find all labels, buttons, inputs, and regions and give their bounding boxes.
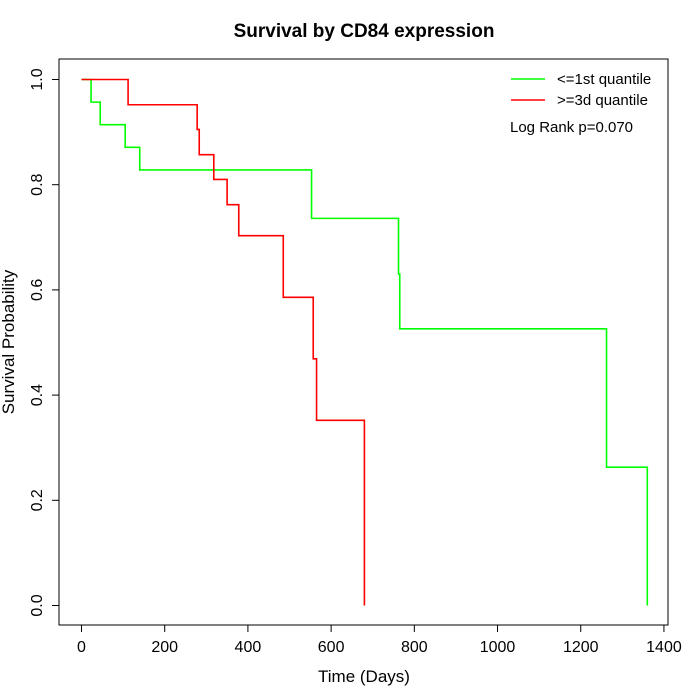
legend-label-1: <=1st quantile	[557, 71, 651, 88]
y-tick-label: 1.0	[29, 68, 46, 90]
x-tick-label: 400	[235, 639, 262, 656]
plot-frame	[58, 58, 669, 626]
x-tick-label: 1400	[646, 639, 682, 656]
chart-title: Survival by CD84 expression	[234, 21, 495, 42]
x-axis: 0 200 400 600 800 1000 1200 1400	[77, 624, 682, 656]
y-tick-label: 0.8	[29, 173, 46, 195]
y-tick-label: 0.0	[29, 594, 46, 616]
x-axis-label: Time (Days)	[318, 667, 410, 686]
log-rank-annotation: Log Rank p=0.070	[510, 119, 633, 136]
x-tick-label: 1000	[480, 639, 516, 656]
x-tick-label: 0	[77, 639, 86, 656]
y-tick-label: 0.4	[29, 384, 46, 406]
series-line-1	[81, 78, 649, 606]
series-line-2	[81, 78, 366, 606]
y-axis: 0.0 0.2 0.4 0.6 0.8 1.0	[29, 68, 60, 617]
legend-label-2: >=3d quantile	[557, 92, 648, 109]
y-axis-label: Survival Probability	[0, 269, 18, 414]
series-layer	[81, 78, 649, 606]
y-tick-label: 0.6	[29, 279, 46, 301]
x-tick-label: 1200	[563, 639, 599, 656]
legend: <=1st quantile >=3d quantile	[511, 71, 651, 109]
x-tick-label: 600	[318, 639, 345, 656]
x-tick-label: 800	[401, 639, 428, 656]
y-tick-label: 0.2	[29, 489, 46, 511]
x-tick-label: 200	[151, 639, 178, 656]
